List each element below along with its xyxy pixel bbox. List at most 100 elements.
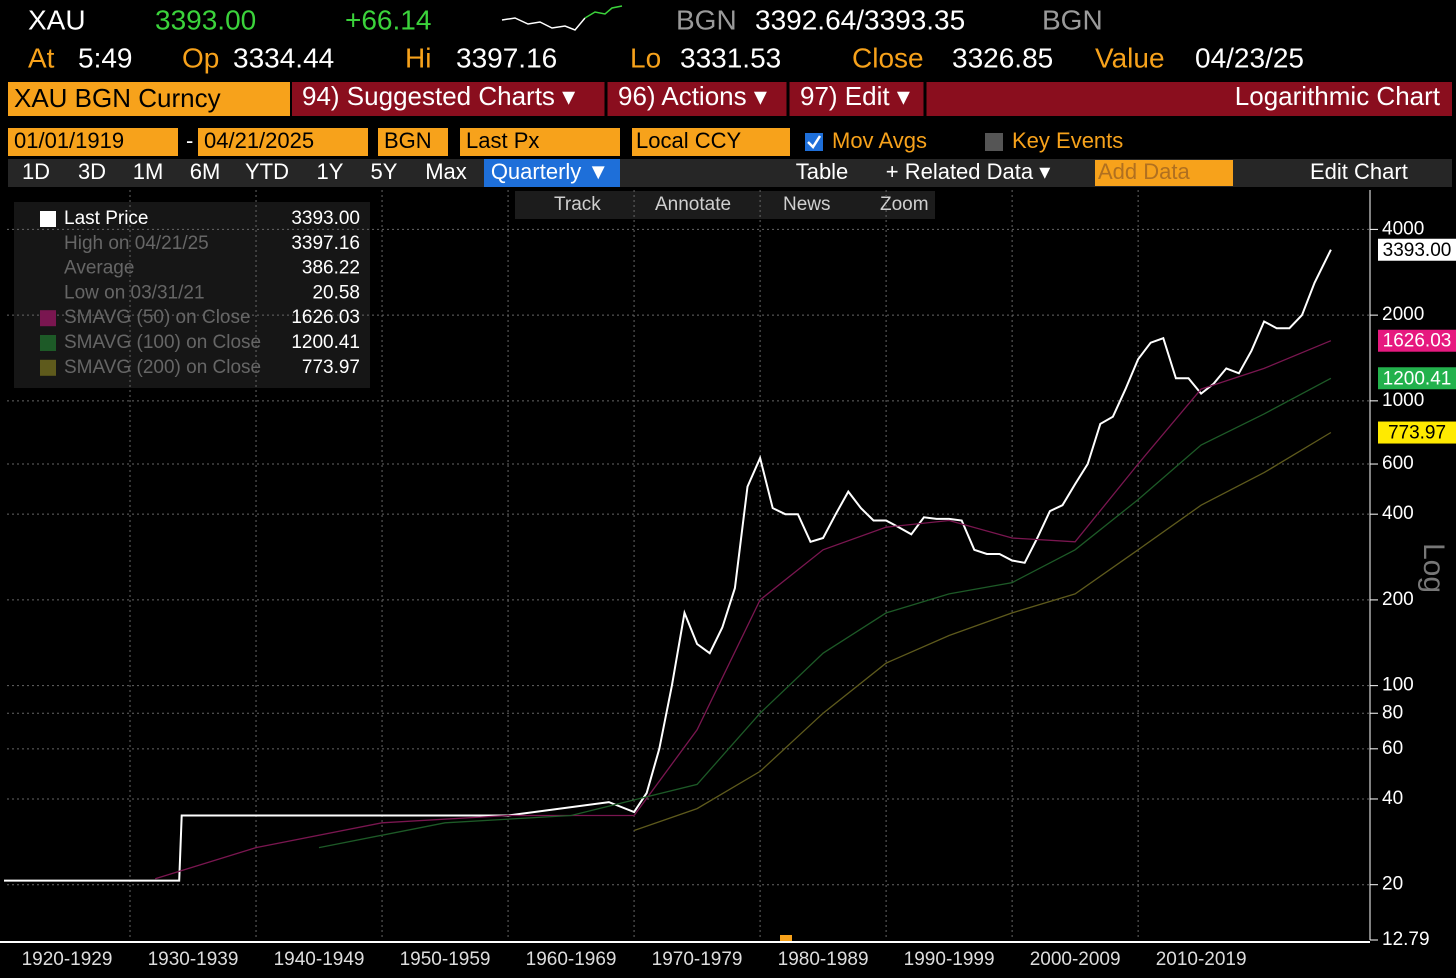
start[interactable]: 01/01/1919 [14, 128, 124, 153]
frequency[interactable]: Quarterly ▼ [491, 159, 609, 184]
security[interactable]: XAU BGN Curncy [14, 83, 221, 113]
legend-swatch [40, 359, 56, 376]
frequency-button[interactable] [484, 159, 620, 187]
currency-box[interactable] [632, 128, 790, 156]
field[interactable]: Last Px [466, 128, 539, 153]
last-value-tag [1378, 238, 1456, 261]
last-value-tag [1378, 367, 1456, 390]
start-date-box[interactable] [8, 128, 178, 156]
x-tick-label: 1960-1969 [526, 949, 617, 970]
legend-value: 20.58 [312, 282, 360, 303]
period-button[interactable]: 1M [133, 159, 164, 184]
x-tick-label: 2000-2009 [1030, 949, 1121, 970]
table-button[interactable]: Table [796, 159, 849, 184]
scale-label: Log [1417, 543, 1450, 593]
series-line [633, 431, 1332, 832]
edit-menu[interactable]: 97) Edit ▾ [800, 81, 910, 111]
legend-value: 1626.03 [291, 307, 360, 328]
bid-ask: 3392.64/3393.35 [755, 4, 965, 35]
value-label: Value [1095, 42, 1165, 73]
y-tick-label: 1000 [1382, 390, 1424, 411]
period-button[interactable]: 1D [22, 159, 50, 184]
y-tick-label: 400 [1382, 503, 1414, 524]
related-data[interactable]: + Related Data ▾ [886, 159, 1051, 184]
last-price: 3393.00 [155, 4, 256, 35]
tools-bar [515, 191, 935, 219]
close-label: Close [852, 42, 924, 73]
period-button[interactable]: 6M [190, 159, 221, 184]
mov-avgs: Mov Avgs [832, 128, 927, 153]
source[interactable]: BGN [384, 128, 432, 153]
tool-button[interactable]: Zoom [880, 194, 929, 215]
legend-value: 1200.41 [291, 332, 360, 353]
end[interactable]: 04/21/2025 [204, 128, 314, 153]
source-box[interactable] [378, 128, 448, 156]
tool-button[interactable]: News [783, 194, 831, 215]
x-tick-label: 1950-1959 [400, 949, 491, 970]
end-date-box[interactable] [198, 128, 368, 156]
legend-swatch [40, 310, 56, 327]
field-box[interactable] [460, 128, 620, 156]
check [807, 135, 822, 149]
period-button[interactable]: 1Y [317, 159, 344, 184]
high: 3397.16 [456, 42, 557, 73]
last-value-label: 1626.03 [1383, 331, 1452, 352]
key-events: Key Events [1012, 128, 1123, 153]
toolbar [8, 159, 1452, 187]
last-value-label: 1200.41 [1383, 368, 1452, 389]
y-tick-label: 20 [1382, 874, 1403, 895]
chart-kind: Logarithmic Chart [1235, 81, 1441, 111]
legend-swatch [40, 211, 56, 227]
tool-button[interactable]: Annotate [655, 194, 731, 215]
y-tick-label: 12.79 [1382, 929, 1430, 950]
edit-chart[interactable]: Edit Chart [1310, 159, 1408, 184]
x-tick-label: 1920-1929 [22, 949, 113, 970]
period-button[interactable]: Max [425, 159, 467, 184]
x-tick-label: 1980-1989 [778, 949, 869, 970]
menu-bar [292, 82, 1452, 116]
legend-value: 386.22 [302, 258, 360, 279]
suggested-charts-menu[interactable]: 94) Suggested Charts ▾ [302, 81, 575, 111]
y-tick-label: 60 [1382, 738, 1403, 759]
series-line [155, 340, 1332, 880]
period-button[interactable]: 3D [78, 159, 106, 184]
y-tick-label: 40 [1382, 788, 1403, 809]
legend-box [14, 202, 370, 388]
last-value-tag [1378, 329, 1456, 352]
y-tick-label: 2000 [1382, 304, 1424, 325]
close: 3326.85 [952, 42, 1053, 73]
period-button[interactable]: YTD [245, 159, 289, 184]
time: 5:49 [78, 42, 133, 73]
sparkline [501, 17, 586, 31]
x-tick-label: 1990-1999 [904, 949, 995, 970]
currency[interactable]: Local CCY [636, 128, 741, 153]
low-label: Lo [630, 42, 661, 73]
legend-value: 3397.16 [291, 233, 360, 254]
series-line [318, 377, 1332, 849]
mov-avgs-checkbox[interactable] [805, 133, 823, 151]
y-tick-label: 4000 [1382, 218, 1424, 239]
x-tick-label: 1940-1949 [274, 949, 365, 970]
add-data-box[interactable] [1095, 160, 1233, 186]
tool-button[interactable]: Track [554, 194, 601, 215]
last-value-label: 3393.00 [1383, 240, 1452, 261]
legend-value: 3393.00 [291, 208, 360, 229]
period-button[interactable]: 5Y [371, 159, 398, 184]
last-value-label: 773.97 [1388, 423, 1446, 444]
last-value-tag [1378, 421, 1456, 444]
high-label: Hi [405, 42, 431, 73]
legend-swatch [40, 335, 56, 351]
security-box[interactable] [8, 82, 290, 116]
ticker: XAU [28, 4, 86, 35]
price-change: +66.14 [345, 4, 431, 35]
low: 3331.53 [680, 42, 781, 73]
add-data[interactable]: Add Data [1098, 159, 1190, 184]
source: BGN [676, 4, 737, 35]
key-events-checkbox[interactable] [985, 133, 1003, 151]
time-label: At [28, 42, 55, 73]
legend-value: 773.97 [302, 357, 360, 378]
actions-menu[interactable]: 96) Actions ▾ [618, 81, 767, 111]
x-tick-label: 2010-2019 [1156, 949, 1247, 970]
